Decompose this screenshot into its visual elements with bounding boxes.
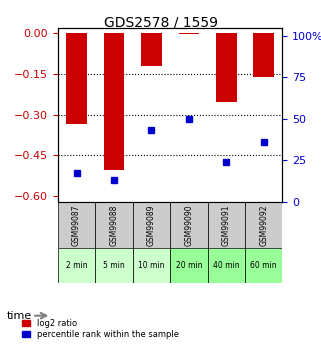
Text: 5 min: 5 min xyxy=(103,261,125,270)
Text: GSM99087: GSM99087 xyxy=(72,204,81,246)
Text: GDS2578 / 1559: GDS2578 / 1559 xyxy=(103,16,218,30)
FancyBboxPatch shape xyxy=(133,202,170,248)
Text: time: time xyxy=(6,311,32,321)
Legend: log2 ratio, percentile rank within the sample: log2 ratio, percentile rank within the s… xyxy=(20,317,180,341)
FancyBboxPatch shape xyxy=(208,202,245,248)
FancyBboxPatch shape xyxy=(58,202,95,248)
FancyBboxPatch shape xyxy=(245,248,282,283)
Bar xyxy=(254,33,274,77)
Text: 60 min: 60 min xyxy=(250,261,277,270)
Bar xyxy=(178,33,199,34)
FancyBboxPatch shape xyxy=(133,248,170,283)
FancyBboxPatch shape xyxy=(95,248,133,283)
Text: GSM99091: GSM99091 xyxy=(222,204,231,246)
Bar xyxy=(141,33,162,66)
Text: 40 min: 40 min xyxy=(213,261,239,270)
Text: GSM99089: GSM99089 xyxy=(147,204,156,246)
Text: GSM99092: GSM99092 xyxy=(259,204,268,246)
FancyBboxPatch shape xyxy=(170,248,208,283)
Text: 10 min: 10 min xyxy=(138,261,165,270)
FancyBboxPatch shape xyxy=(95,202,133,248)
Bar xyxy=(216,33,237,102)
FancyBboxPatch shape xyxy=(245,202,282,248)
Bar xyxy=(66,33,87,124)
Text: GSM99090: GSM99090 xyxy=(184,204,193,246)
FancyBboxPatch shape xyxy=(170,202,208,248)
Bar xyxy=(104,33,124,170)
Text: GSM99088: GSM99088 xyxy=(109,204,118,246)
FancyBboxPatch shape xyxy=(58,248,95,283)
Text: 2 min: 2 min xyxy=(66,261,87,270)
FancyBboxPatch shape xyxy=(208,248,245,283)
Text: 20 min: 20 min xyxy=(176,261,202,270)
